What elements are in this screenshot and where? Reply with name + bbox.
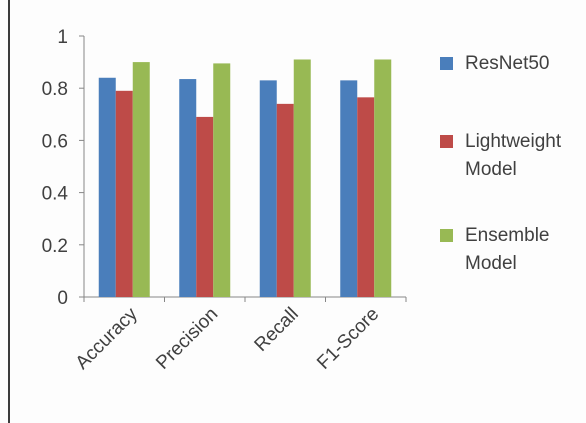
bar-resnet50-recall: [259, 80, 277, 298]
bar-lightweight-model-recall: [276, 103, 294, 297]
y-tick-label: 0.8: [42, 79, 68, 100]
bar-ensemble-model-f1-score: [374, 59, 392, 297]
bar-lightweight-model-f1-score: [357, 97, 375, 298]
bar-ensemble-model-recall: [293, 59, 311, 297]
bar-resnet50-accuracy: [98, 77, 116, 297]
bar-resnet50-precision: [179, 79, 197, 297]
legend-swatch-ensemble-model: [440, 229, 453, 242]
y-axis-ticks: 0 0.2 0.4 0.6 0.8 1: [42, 27, 84, 309]
legend-swatch-resnet50: [440, 57, 453, 70]
bar-lightweight-model-accuracy: [115, 90, 133, 297]
legend-item-resnet50: ResNet50: [440, 50, 585, 78]
x-axis-ticks: [83, 297, 407, 302]
category-label: F1-Score: [313, 304, 383, 374]
legend-item-ensemble-model: Ensemble Model: [440, 222, 585, 278]
category-label: Precision: [152, 304, 222, 374]
bar-resnet50-f1-score: [340, 80, 358, 298]
left-border-line: [8, 0, 10, 423]
legend-label-lightweight-model: Lightweight Model: [465, 131, 562, 180]
category-labels: Accuracy Precision Recall F1-Score: [72, 303, 384, 373]
y-tick-label: 1: [57, 27, 68, 48]
bar-lightweight-model-precision: [196, 116, 214, 297]
category-label: Accuracy: [72, 303, 142, 373]
category-label: Recall: [251, 304, 303, 356]
y-tick-label: 0.4: [42, 184, 69, 205]
legend-label-ensemble-model: Ensemble Model: [465, 225, 550, 274]
y-tick-label: 0: [57, 288, 68, 309]
legend-swatch-lightweight-model: [440, 135, 453, 148]
y-tick-label: 0.6: [42, 131, 68, 152]
y-tick-label: 0.2: [42, 236, 68, 257]
bar-ensemble-model-precision: [213, 63, 231, 297]
legend-label-resnet50: ResNet50: [465, 53, 550, 74]
bar-ensemble-model-accuracy: [132, 62, 150, 297]
bars: [98, 59, 392, 298]
legend-item-lightweight-model: Lightweight Model: [440, 128, 585, 184]
